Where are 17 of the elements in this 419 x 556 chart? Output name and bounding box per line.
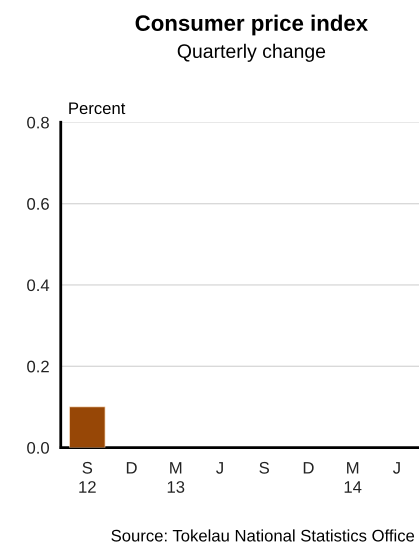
x-tick-label: M 14 xyxy=(344,462,362,493)
y-tick-label: 0.2 xyxy=(27,360,49,372)
y-tick-label: 0.0 xyxy=(27,442,49,454)
y-axis-title: Percent xyxy=(69,102,126,114)
source-note: Source: Tokelau National Statistics Office xyxy=(111,529,414,542)
y-tick-label: 0.8 xyxy=(27,116,49,129)
y-tick-label: 0.4 xyxy=(27,279,50,292)
chart-subtitle: Quarterly change xyxy=(178,44,326,62)
y-tick-label: 0.6 xyxy=(27,198,49,210)
x-tick-label: D xyxy=(304,462,314,474)
x-tick-label: D xyxy=(126,462,137,474)
x-tick-label: J xyxy=(392,462,400,474)
chart-title: Consumer price index xyxy=(136,14,368,36)
x-tick-label: M 13 xyxy=(168,462,184,493)
x-tick-label: S 12 xyxy=(79,462,96,493)
x-tick-label: J xyxy=(216,462,223,474)
x-tick-label: S xyxy=(259,462,269,474)
